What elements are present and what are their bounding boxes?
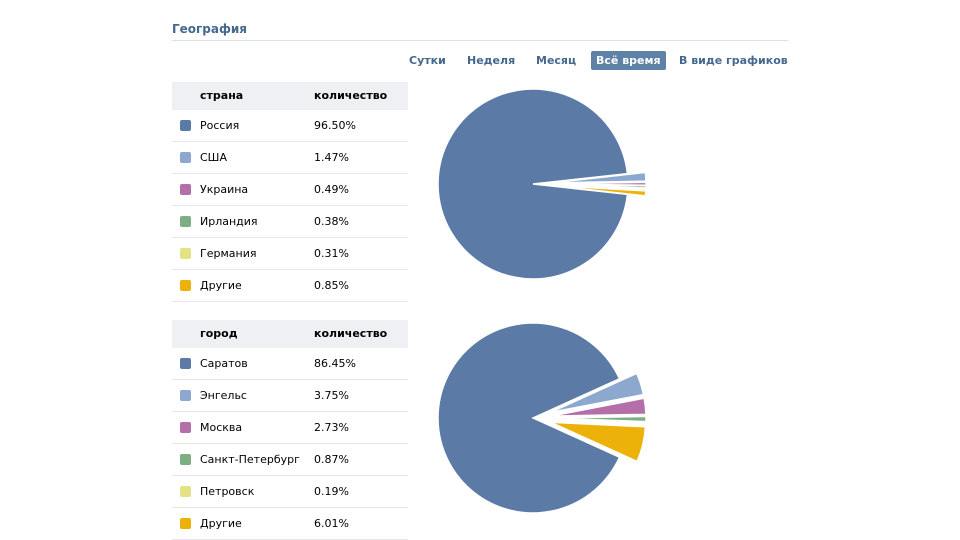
legend-swatch — [180, 280, 191, 291]
legend-swatch — [180, 454, 191, 465]
row-label: Саратов — [200, 357, 248, 370]
country-table: страна количество Россия 96.50% США 1.47… — [172, 82, 408, 302]
legend-swatch — [180, 486, 191, 497]
row-value: 6.01% — [314, 517, 349, 530]
table-row: Санкт-Петербург 0.87% — [172, 444, 408, 476]
table-row: Энгельс 3.75% — [172, 380, 408, 412]
row-value: 0.87% — [314, 453, 349, 466]
country-table-header: страна количество — [172, 82, 408, 110]
legend-swatch — [180, 216, 191, 227]
city-table-header: город количество — [172, 320, 408, 348]
pie-slice — [550, 421, 647, 463]
legend-swatch — [180, 390, 191, 401]
row-value: 0.38% — [314, 215, 349, 228]
title-divider — [172, 40, 788, 41]
table-row: Москва 2.73% — [172, 412, 408, 444]
row-value: 0.19% — [314, 485, 349, 498]
section-title: География — [172, 22, 248, 36]
city-column-header: город — [200, 327, 238, 340]
table-row: Ирландия 0.38% — [172, 206, 408, 238]
tab-week[interactable]: Неделя — [467, 54, 516, 67]
tab-day[interactable]: Сутки — [409, 54, 446, 67]
tab-month[interactable]: Месяц — [536, 54, 577, 67]
pie-slice — [550, 184, 647, 197]
table-row: Петровск 0.19% — [172, 476, 408, 508]
row-label: Украина — [200, 183, 249, 196]
row-label: Россия — [200, 119, 240, 132]
pie-slice — [550, 418, 647, 425]
row-label: США — [200, 151, 227, 164]
table-row: Другие 0.85% — [172, 270, 408, 302]
legend-swatch — [180, 152, 191, 163]
row-label: Германия — [200, 247, 257, 260]
table-row: Другие 6.01% — [172, 508, 408, 540]
table-row: Германия 0.31% — [172, 238, 408, 270]
tab-as-charts[interactable]: В виде графиков — [679, 54, 788, 67]
legend-swatch — [180, 422, 191, 433]
city-value-column-header: количество — [314, 327, 388, 340]
pie-slice — [549, 372, 645, 414]
row-label: Москва — [200, 421, 243, 434]
pie-slice — [550, 171, 647, 184]
row-value: 86.45% — [314, 357, 356, 370]
row-value: 0.31% — [314, 247, 349, 260]
row-label: Санкт-Петербург — [200, 453, 300, 466]
tab-all-time[interactable]: Всё время — [591, 51, 666, 70]
pie-slice — [550, 397, 647, 417]
country-pie-chart — [437, 88, 647, 280]
legend-swatch — [180, 120, 191, 131]
row-value: 0.85% — [314, 279, 349, 292]
row-value: 3.75% — [314, 389, 349, 402]
pie-slice — [437, 88, 629, 280]
table-row: Украина 0.49% — [172, 174, 408, 206]
legend-swatch — [180, 184, 191, 195]
table-row: США 1.47% — [172, 142, 408, 174]
table-row: Россия 96.50% — [172, 110, 408, 142]
table-row: Саратов 86.45% — [172, 348, 408, 380]
legend-swatch — [180, 248, 191, 259]
country-value-column-header: количество — [314, 89, 388, 102]
row-value: 0.49% — [314, 183, 349, 196]
row-label: Другие — [200, 517, 242, 530]
row-value: 2.73% — [314, 421, 349, 434]
row-value: 1.47% — [314, 151, 349, 164]
city-table: город количество Саратов 86.45% Энгельс … — [172, 320, 408, 540]
pie-slice — [437, 322, 621, 514]
row-label: Петровск — [200, 485, 255, 498]
legend-swatch — [180, 358, 191, 369]
country-column-header: страна — [200, 89, 244, 102]
row-value: 96.50% — [314, 119, 356, 132]
row-label: Энгельс — [200, 389, 247, 402]
city-pie-chart — [437, 322, 647, 514]
row-label: Ирландия — [200, 215, 258, 228]
row-label: Другие — [200, 279, 242, 292]
legend-swatch — [180, 518, 191, 529]
